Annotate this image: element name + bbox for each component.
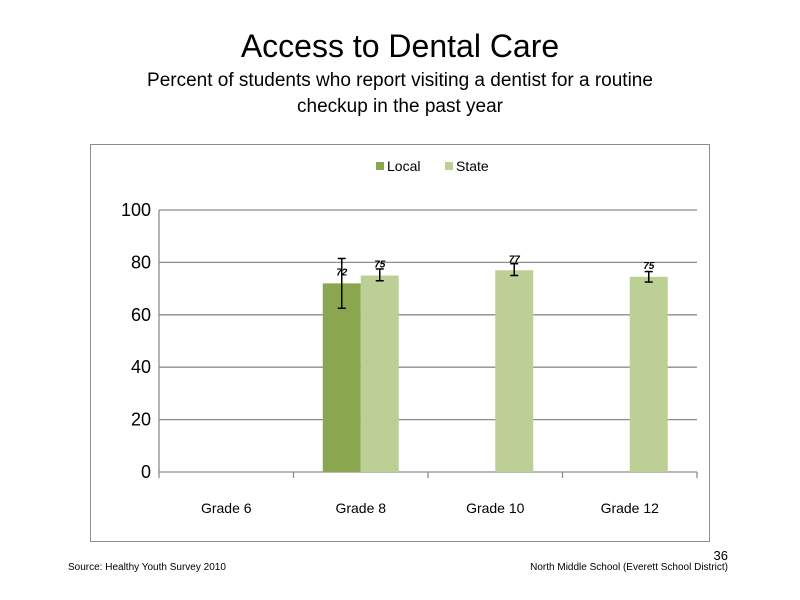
slide-title: Access to Dental Care [240,28,560,64]
y-tick-label-100: 100 [121,200,151,220]
legend-swatch-local [376,162,384,170]
legend-label-local: Local [387,158,420,174]
legend-label-state: State [456,158,489,174]
data-label-state-grade-8: 75 [374,260,386,271]
school-note: North Middle School (Everett School Dist… [530,562,728,573]
slide-subtitle: Percent of students who report visiting … [90,68,710,120]
y-tick-label-0: 0 [141,462,151,482]
x-tick-label-grade-12: Grade 12 [601,500,660,516]
chart-bars [322,257,668,472]
legend-swatch-state [445,162,453,170]
y-tick-label-80: 80 [131,252,151,272]
x-tick-label-grade-8: Grade 8 [335,500,386,516]
bar-state-grade-12 [629,276,668,472]
bar-state-grade-10 [495,270,534,472]
data-label-state-grade-12: 75 [643,261,655,272]
data-label-local-grade-8: 72 [336,267,348,278]
chart-legend: Local State [376,158,489,174]
y-tick-label-20: 20 [131,410,151,430]
y-tick-label-60: 60 [131,305,151,325]
bar-chart: Local State 0 20 40 60 80 100 Grade 6 Grade 8 Gra… [121,158,698,516]
chart-frame: Local State 0 20 40 60 80 100 Grade 6 Grade 8 Gra… [90,144,710,542]
x-tick-label-grade-6: Grade 6 [201,500,252,516]
bar-local-grade-8 [322,283,361,472]
data-label-state-grade-10: 77 [509,254,521,265]
bar-state-grade-8 [360,275,399,472]
source-note: Source: Healthy Youth Survey 2010 [68,562,226,573]
x-tick-label-grade-10: Grade 10 [466,500,525,516]
y-tick-label-40: 40 [131,357,151,377]
chart-gridlines [158,209,698,478]
subtitle-line-1: Percent of students who report visiting … [147,70,653,91]
subtitle-line-2: checkup in the past year [297,96,503,117]
page-number: 36 [713,548,728,563]
chart-labels: 0 20 40 60 80 100 Grade 6 Grade 8 Grade 10 Grade … [121,200,659,516]
